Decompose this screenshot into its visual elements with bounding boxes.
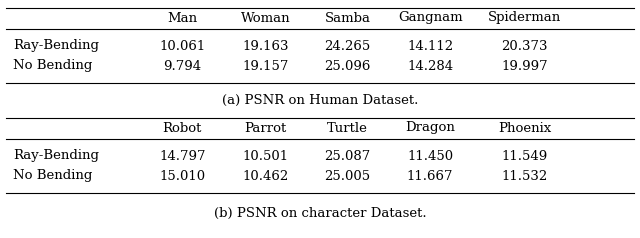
Text: 14.112: 14.112 (407, 40, 453, 53)
Text: 20.373: 20.373 (502, 40, 548, 53)
Text: Phoenix: Phoenix (498, 122, 552, 134)
Text: 10.501: 10.501 (243, 149, 289, 163)
Text: 25.096: 25.096 (324, 60, 371, 73)
Text: Woman: Woman (241, 11, 291, 25)
Text: 9.794: 9.794 (163, 60, 202, 73)
Text: No Bending: No Bending (13, 169, 92, 183)
Text: 11.667: 11.667 (407, 169, 453, 183)
Text: No Bending: No Bending (13, 60, 92, 73)
Text: (a) PSNR on Human Dataset.: (a) PSNR on Human Dataset. (222, 94, 418, 106)
Text: 10.061: 10.061 (159, 40, 205, 53)
Text: 19.163: 19.163 (243, 40, 289, 53)
Text: 24.265: 24.265 (324, 40, 371, 53)
Text: Spiderman: Spiderman (488, 11, 561, 25)
Text: Samba: Samba (324, 11, 371, 25)
Text: 14.284: 14.284 (407, 60, 453, 73)
Text: Gangnam: Gangnam (398, 11, 462, 25)
Text: 15.010: 15.010 (159, 169, 205, 183)
Text: 25.005: 25.005 (324, 169, 371, 183)
Text: (b) PSNR on character Dataset.: (b) PSNR on character Dataset. (214, 207, 426, 219)
Text: 19.157: 19.157 (243, 60, 289, 73)
Text: Parrot: Parrot (244, 122, 287, 134)
Text: Man: Man (167, 11, 198, 25)
Text: Ray-Bending: Ray-Bending (13, 40, 99, 53)
Text: 25.087: 25.087 (324, 149, 371, 163)
Text: 14.797: 14.797 (159, 149, 205, 163)
Text: Turtle: Turtle (327, 122, 368, 134)
Text: 11.450: 11.450 (407, 149, 453, 163)
Text: Dragon: Dragon (405, 122, 455, 134)
Text: Robot: Robot (163, 122, 202, 134)
Text: Ray-Bending: Ray-Bending (13, 149, 99, 163)
Text: 19.997: 19.997 (502, 60, 548, 73)
Text: 10.462: 10.462 (243, 169, 289, 183)
Text: 11.549: 11.549 (502, 149, 548, 163)
Text: 11.532: 11.532 (502, 169, 548, 183)
